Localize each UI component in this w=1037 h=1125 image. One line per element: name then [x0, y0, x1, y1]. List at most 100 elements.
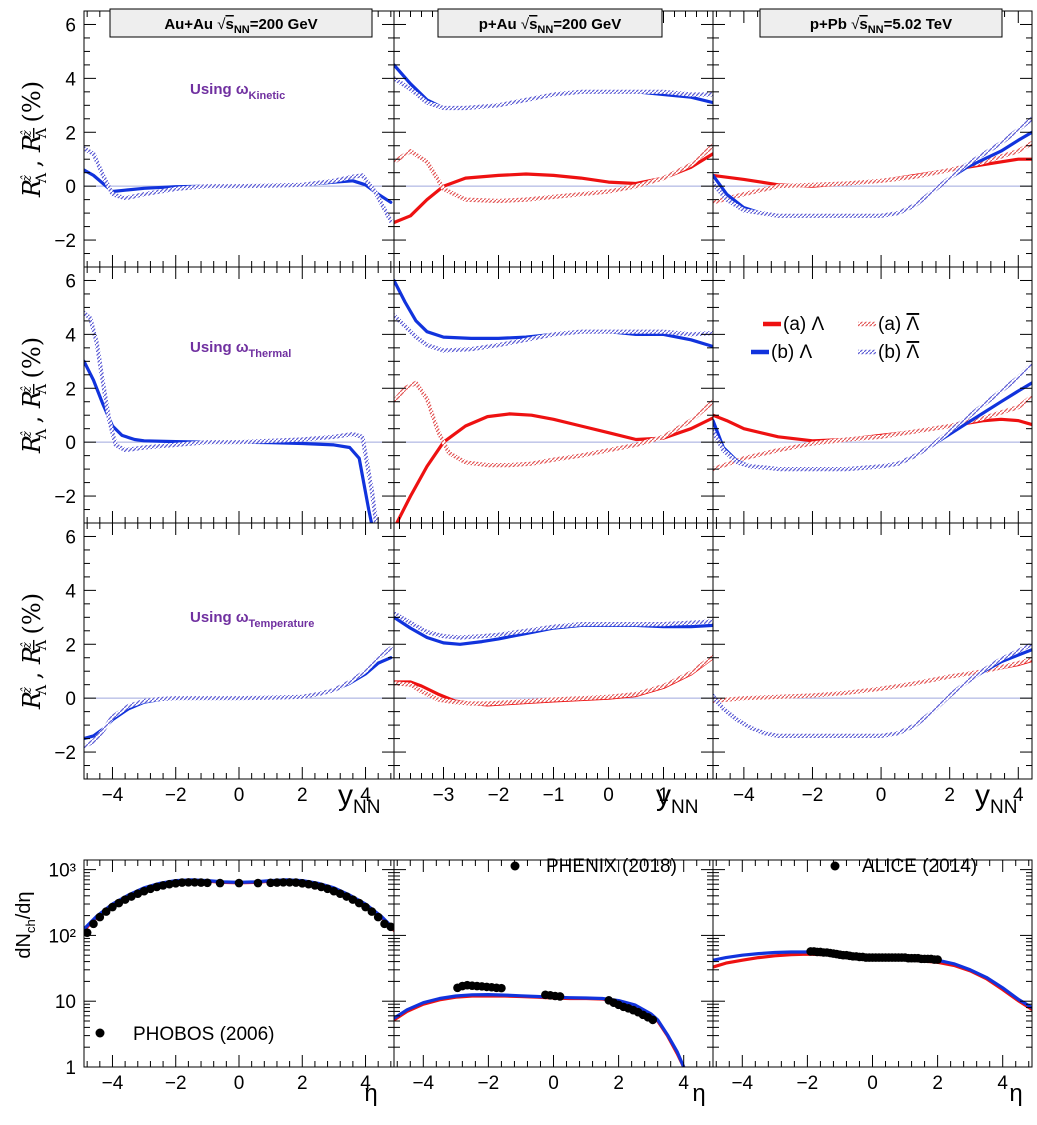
series-line-hatched-red — [394, 380, 713, 468]
data-point — [497, 983, 506, 993]
series-line-hatched-blue — [84, 310, 379, 523]
series-line-solid-blue — [84, 359, 374, 523]
y-tick-label: 6 — [65, 15, 76, 36]
series-line-hatched-blue — [713, 116, 1032, 218]
system-header-label: p+Au √sNN=200 GeV — [479, 16, 622, 36]
series-line-hatched-red — [394, 654, 713, 706]
x-tick-label: 2 — [944, 785, 955, 806]
y-tick-label: 0 — [65, 689, 76, 710]
series-line-hatched-blue — [713, 642, 1032, 738]
experiment-marker — [510, 861, 520, 871]
x-tick-label: 2 — [297, 785, 308, 806]
series-line-solid-blue — [713, 648, 1032, 738]
data-point — [84, 928, 92, 937]
chart-panel-11 — [393, 859, 714, 1068]
x-tick-label: −2 — [478, 1073, 500, 1094]
series-group — [84, 310, 379, 523]
y-tick-label: 4 — [65, 581, 76, 602]
chart-panel-8 — [393, 522, 714, 780]
data-point — [348, 895, 358, 904]
omega-label: Using ωThermal — [190, 339, 291, 360]
series-group — [394, 611, 713, 707]
series-line-solid-red — [713, 658, 1032, 703]
series-line-hatched-red — [713, 394, 1032, 472]
x-tick-label: −4 — [102, 785, 124, 806]
y-tick-label: 10³ — [49, 861, 76, 882]
x-tick-label: 0 — [234, 785, 245, 806]
data-point — [367, 907, 377, 916]
system-header-label: p+Pb √sNN=5.02 TeV — [810, 16, 952, 36]
data-point — [114, 898, 124, 908]
panel-frame — [83, 10, 395, 268]
x-tick-label: 0 — [548, 1073, 559, 1094]
data-point — [291, 878, 301, 887]
y-tick-label: −2 — [54, 487, 76, 508]
series-line-hatched-blue — [394, 611, 713, 640]
chart-panel-9 — [712, 522, 1033, 780]
data-point — [272, 878, 282, 887]
y-tick-label: 2 — [65, 379, 76, 400]
data-point — [555, 992, 565, 1001]
series-line-solid-blue — [394, 278, 713, 349]
chart-panel-5 — [393, 266, 714, 524]
legend-label: (b) Λ — [878, 342, 920, 363]
data-point — [171, 878, 181, 888]
data-point — [278, 878, 288, 887]
series-line-hatched-blue — [394, 76, 713, 111]
series-line-hatched-red — [394, 143, 713, 204]
series-line-solid-blue — [394, 993, 686, 1067]
figure-labels: −2 0 2 4 6 −2 0 2 4 6 −4 −2 0 2 4 −2 0 2 4 6 −3 −2 −1 0 1 −4 −2 0 2 4… — [13, 8, 1024, 1107]
data-point — [165, 879, 174, 889]
series-group — [394, 278, 713, 523]
series-group — [84, 146, 393, 224]
plot-area — [83, 10, 1033, 1068]
dndeta-axis-title: dNch/dη — [13, 891, 38, 958]
series-group — [713, 642, 1032, 738]
y-tick-label: 2 — [65, 123, 76, 144]
x-tick-label: −2 — [797, 1073, 819, 1094]
data-point — [354, 898, 364, 908]
data-point — [234, 878, 244, 888]
data-point — [285, 878, 294, 887]
data-point — [266, 878, 275, 888]
series-line-solid-blue — [394, 63, 713, 110]
x-axis-title: yNN — [975, 779, 1017, 818]
y-tick-label: 4 — [65, 69, 76, 90]
panel-frame — [393, 266, 714, 524]
x-tick-label: 4 — [1013, 785, 1024, 806]
chart-panel-4 — [83, 266, 395, 524]
data-point — [108, 902, 117, 912]
x-tick-label: 2 — [297, 1073, 308, 1094]
x-axis-title: yNN — [338, 779, 380, 818]
chart-panel-7 — [83, 522, 395, 780]
x-tick-label: 2 — [932, 1073, 943, 1094]
chart-panel-6 — [712, 266, 1033, 524]
series-line-solid-red — [713, 952, 1032, 1011]
experiment-marker — [830, 861, 840, 871]
series-line-hatched-blue — [394, 313, 713, 353]
panel-frame — [712, 10, 1033, 268]
experiment-label: ALICE (2014) — [862, 856, 977, 877]
panel-frame — [712, 266, 1033, 524]
experiment-label: PHOBOS (2006) — [133, 1024, 275, 1045]
system-header-box — [109, 8, 373, 38]
data-point — [933, 955, 942, 964]
chart-panel-10 — [83, 859, 395, 1068]
series-line-hatched-red — [713, 140, 1032, 205]
y-tick-label: 10² — [49, 926, 76, 947]
legend-label: (a) Λ — [783, 314, 825, 335]
series-group — [394, 980, 686, 1067]
series-group — [84, 878, 394, 937]
panel-frame — [83, 522, 395, 780]
omega-label: Using ωKinetic — [190, 81, 285, 102]
data-point — [184, 878, 193, 887]
data-point — [203, 878, 212, 888]
y-tick-label: −2 — [54, 743, 76, 764]
data-point — [196, 878, 206, 887]
x-tick-label: −4 — [102, 1073, 124, 1094]
x-tick-label: 4 — [360, 785, 371, 806]
x-tick-label: 0 — [234, 1073, 245, 1094]
chart-panel-2 — [393, 10, 714, 268]
x-tick-label: 4 — [997, 1073, 1008, 1094]
x-tick-label: 2 — [613, 1073, 624, 1094]
